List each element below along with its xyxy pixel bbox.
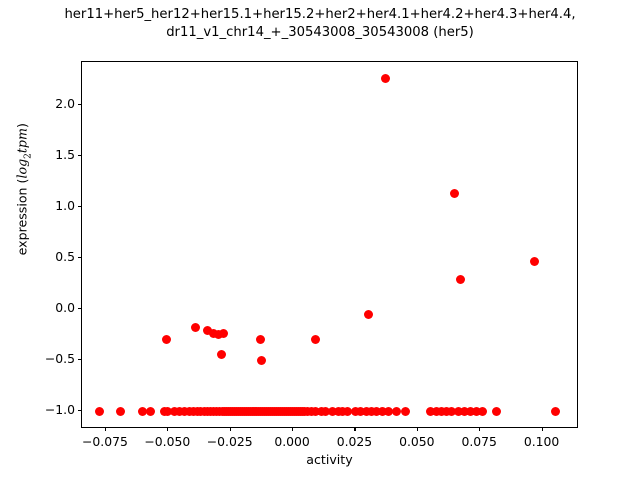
x-axis-tick-label: 0.000: [274, 434, 310, 449]
data-point: [343, 406, 353, 416]
plot-axes: −0.075 −0.050 −0.025 0.000 0.025 0.050 0.075 0.…: [45, 61, 578, 449]
data-point: [456, 274, 466, 284]
data-point: [466, 406, 476, 416]
chart-title-line-1: her11+her5_her12+her15.1+her15.2+her2+he…: [64, 7, 576, 22]
data-point: [179, 406, 189, 416]
data-point: [530, 256, 540, 266]
data-point: [162, 406, 172, 416]
x-axis-tick: [292, 427, 294, 431]
y-axis-label-prefix: expression (: [14, 178, 30, 256]
y-axis-tick-label: 0.5: [55, 248, 75, 264]
data-point: [384, 406, 394, 416]
data-point: [137, 406, 147, 416]
data-point: [367, 406, 377, 416]
x-axis-tick: [479, 427, 481, 431]
data-point: [378, 406, 388, 416]
y-axis-tick-label: 2.0: [55, 96, 75, 111]
data-point: [437, 406, 447, 416]
data-point: [432, 406, 442, 416]
x-axis-tick-label: 0.025: [336, 434, 373, 449]
y-axis-tick: [78, 104, 82, 106]
x-axis-tick-label: 0.100: [523, 434, 560, 449]
data-point: [372, 406, 382, 416]
y-axis-label-subscript: 2: [23, 153, 34, 159]
y-axis-tick-label: 1.0: [55, 198, 75, 213]
data-point: [216, 350, 226, 360]
y-axis-label-tpm: tpm: [14, 128, 30, 154]
data-point: [460, 406, 470, 416]
data-point: [145, 406, 155, 416]
data-point: [310, 406, 320, 416]
data-point: [362, 406, 372, 416]
data-point: [255, 335, 265, 345]
y-axis-label: expression (log2tpm): [15, 24, 34, 354]
y-axis-label-log: log: [14, 158, 30, 179]
data-point: [190, 322, 200, 332]
x-axis-tick: [167, 427, 169, 431]
x-axis-tick-label: −0.025: [206, 434, 253, 449]
y-axis-label-suffix: ): [14, 123, 30, 129]
data-point: [392, 406, 402, 416]
data-point: [472, 406, 482, 416]
y-axis-tick-label: 1.5: [55, 147, 75, 162]
x-axis-tick-label: −0.075: [82, 434, 128, 449]
data-point: [364, 309, 374, 319]
data-point: [401, 406, 411, 416]
data-point: [218, 328, 228, 338]
y-axis-tick-label: 0.0: [55, 299, 75, 315]
data-point: [116, 406, 126, 416]
x-axis-tick-label: 0.075: [461, 434, 497, 449]
y-axis-tick: [78, 155, 82, 157]
chart-title: her11+her5_her12+her15.1+her15.2+her2+he…: [0, 0, 640, 42]
data-point: [161, 335, 171, 345]
x-axis-tick-label: −0.050: [144, 434, 191, 449]
x-axis-tick: [416, 427, 418, 431]
data-point: [351, 406, 361, 416]
data-point: [202, 325, 212, 335]
scatter-plot-area: [82, 62, 577, 427]
data-point: [381, 74, 391, 83]
data-point: [256, 355, 266, 365]
data-point: [95, 406, 105, 416]
data-point: [213, 330, 223, 340]
data-point: [450, 189, 460, 199]
data-point: [310, 335, 320, 345]
x-axis-tick: [104, 427, 107, 431]
chart-title-line-2: dr11_v1_chr14_+_30543008_30543008 (her5): [166, 25, 474, 40]
y-axis-tick: [78, 307, 82, 310]
data-point: [338, 406, 348, 416]
data-point: [208, 328, 218, 338]
data-point: [174, 406, 184, 416]
x-axis-tick: [541, 427, 543, 431]
data-point: [320, 406, 330, 416]
y-axis-tick: [78, 206, 82, 208]
x-axis-label: activity: [306, 452, 353, 467]
data-point: [442, 406, 452, 416]
data-point: [551, 406, 561, 416]
data-point: [478, 406, 488, 416]
data-point: [454, 406, 464, 416]
data-point: [328, 406, 338, 416]
x-axis-tick-label: 0.050: [399, 434, 435, 449]
x-axis-tick: [354, 427, 356, 431]
y-axis-tick: [78, 256, 82, 259]
y-axis-tick-label: −0.5: [44, 350, 75, 366]
y-axis-tick: [78, 409, 82, 412]
x-axis-tick: [229, 427, 231, 431]
y-axis-tick: [78, 358, 82, 361]
data-point: [169, 406, 179, 416]
data-point: [356, 406, 366, 416]
data-point: [492, 406, 502, 416]
data-point: [426, 406, 436, 416]
data-point: [447, 406, 457, 416]
y-axis-tick-label: −1.0: [44, 401, 75, 417]
